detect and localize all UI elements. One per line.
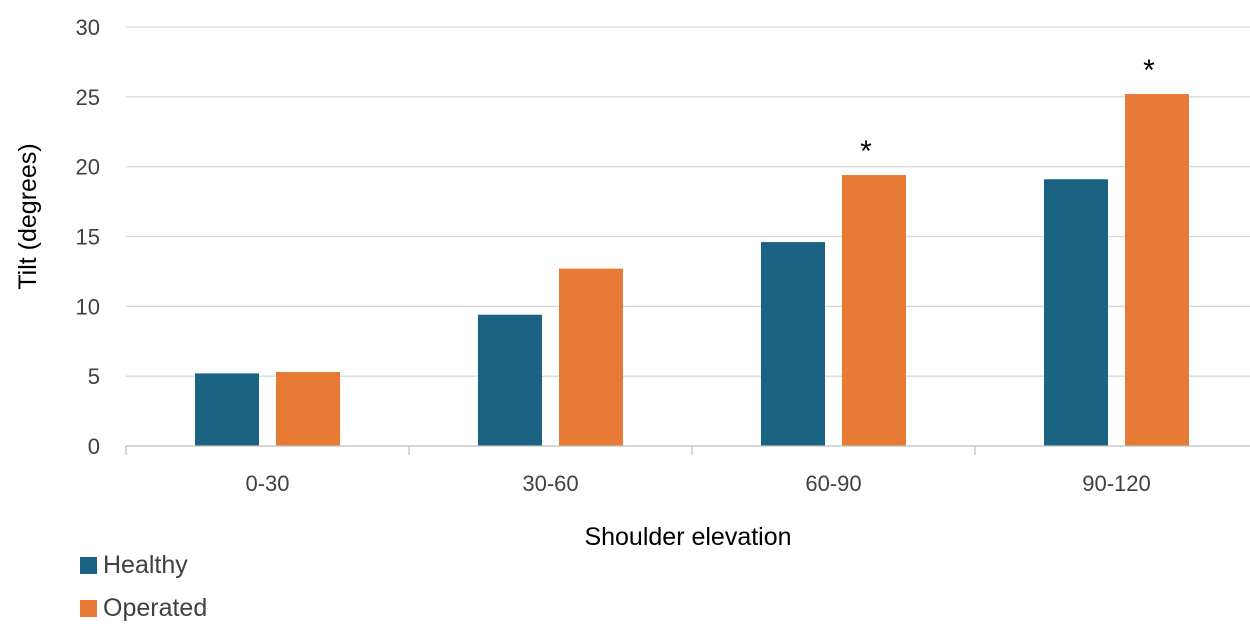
- labels: 0 5 10 15 20 25 30 0-30 30-60 60-90 90-120 * *: [76, 15, 1156, 496]
- legend-item-healthy: Healthy: [80, 550, 380, 580]
- y-tick-label: 30: [76, 15, 100, 40]
- x-axis-title: Shoulder elevation: [584, 523, 791, 551]
- x-tick-label: 0-30: [245, 471, 289, 496]
- axes: [125, 445, 1250, 455]
- bar-operated-90-120: [1125, 94, 1189, 446]
- x-tick-label: 90-120: [1082, 471, 1151, 496]
- legend: Healthy Operated: [80, 550, 380, 624]
- y-tick-label: 5: [88, 364, 100, 389]
- legend-label-healthy: Healthy: [103, 551, 188, 579]
- y-tick-label: 20: [76, 155, 100, 180]
- bar-operated-0-30: [276, 371, 340, 446]
- bar-operated-30-60: [559, 268, 623, 446]
- legend-item-operated: Operated: [80, 593, 380, 623]
- y-tick-label: 0: [88, 434, 100, 459]
- y-tick-label: 15: [76, 225, 100, 250]
- significance-asterisk: *: [1143, 54, 1155, 87]
- legend-label-operated: Operated: [103, 594, 208, 622]
- significance-asterisk: *: [860, 135, 872, 168]
- y-tick-label: 10: [76, 294, 100, 319]
- y-tick-label: 25: [76, 85, 100, 110]
- bar-healthy-0-30: [195, 373, 259, 446]
- y-axis-title: Tilt (degrees): [14, 143, 42, 289]
- legend-swatch-operated: [80, 599, 97, 617]
- bar-healthy-30-60: [478, 314, 542, 446]
- bars: [195, 94, 1189, 446]
- x-tick-label: 60-90: [805, 471, 861, 496]
- legend-swatch-healthy: [80, 556, 97, 574]
- bar-operated-60-90: [842, 175, 906, 446]
- bar-healthy-60-90: [761, 242, 825, 446]
- x-tick-label: 30-60: [522, 471, 578, 496]
- bar-healthy-90-120: [1044, 179, 1108, 446]
